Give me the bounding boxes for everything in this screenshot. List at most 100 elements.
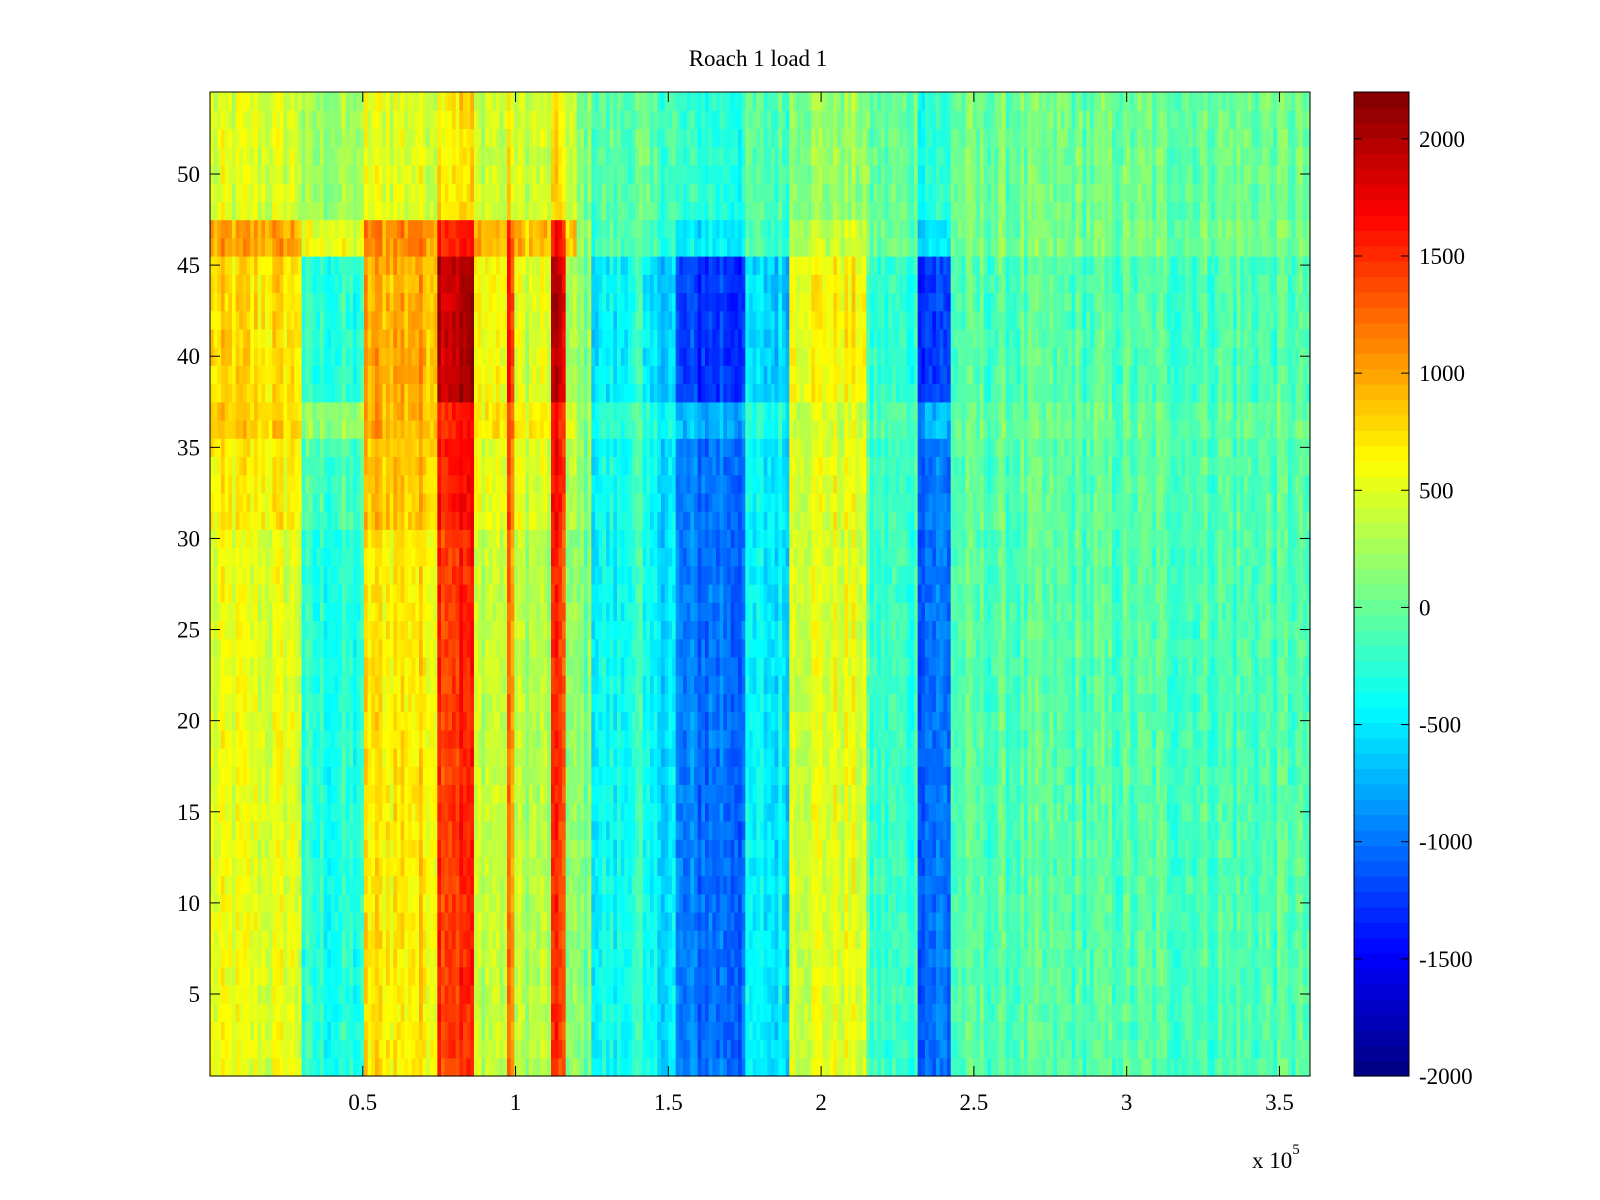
heatmap-cell bbox=[1152, 948, 1157, 968]
heatmap-cell bbox=[1090, 1057, 1095, 1077]
heatmap-cell bbox=[356, 893, 361, 913]
heatmap-cell bbox=[287, 912, 292, 931]
heatmap-cell bbox=[1082, 912, 1087, 931]
heatmap-cell bbox=[1240, 948, 1245, 968]
heatmap-cell bbox=[510, 857, 515, 877]
heatmap-cell bbox=[965, 912, 970, 931]
heatmap-cell bbox=[884, 1021, 889, 1041]
heatmap-cell bbox=[785, 1003, 790, 1022]
heatmap-cell bbox=[716, 893, 721, 913]
heatmap-cell bbox=[789, 839, 794, 858]
heatmap-cell bbox=[562, 912, 567, 931]
heatmap-cell bbox=[921, 1039, 926, 1059]
heatmap-cell bbox=[804, 875, 809, 895]
heatmap-cell bbox=[1115, 857, 1120, 877]
heatmap-cell bbox=[899, 984, 904, 1004]
heatmap-cell bbox=[257, 766, 262, 786]
heatmap-cell bbox=[444, 1003, 449, 1022]
heatmap-cell bbox=[309, 784, 314, 804]
heatmap-cell bbox=[697, 984, 702, 1004]
heatmap-cell bbox=[400, 1057, 405, 1077]
heatmap-cell bbox=[1108, 984, 1113, 1004]
heatmap-cell bbox=[272, 784, 277, 804]
heatmap-cell bbox=[1295, 1021, 1300, 1041]
heatmap-cell bbox=[675, 893, 680, 913]
heatmap-cell bbox=[382, 893, 387, 913]
heatmap-cell bbox=[408, 1039, 413, 1059]
heatmap-cell bbox=[804, 984, 809, 1004]
heatmap-cell bbox=[745, 912, 750, 931]
heatmap-cell bbox=[503, 984, 508, 1004]
heatmap-cell bbox=[980, 893, 985, 913]
heatmap-cell bbox=[393, 1021, 398, 1041]
heatmap-cell bbox=[345, 784, 350, 804]
heatmap-cell bbox=[1262, 930, 1267, 950]
heatmap-cell bbox=[569, 875, 574, 895]
heatmap-cell bbox=[738, 839, 743, 858]
heatmap-cell bbox=[367, 912, 372, 931]
heatmap-cell bbox=[738, 1057, 743, 1077]
heatmap-cell bbox=[697, 839, 702, 858]
heatmap-cell bbox=[690, 875, 695, 895]
heatmap-cell bbox=[276, 1003, 281, 1022]
heatmap-cell bbox=[708, 1057, 713, 1077]
heatmap-cell bbox=[1181, 857, 1186, 877]
heatmap-cell bbox=[290, 893, 295, 913]
heatmap-cell bbox=[639, 893, 644, 913]
heatmap-cell bbox=[397, 930, 402, 950]
heatmap-cell bbox=[1236, 984, 1241, 1004]
heatmap-cell bbox=[235, 875, 240, 895]
heatmap-cell bbox=[243, 784, 248, 804]
heatmap-cell bbox=[716, 1039, 721, 1059]
heatmap-cell bbox=[1247, 893, 1252, 913]
heatmap-cell bbox=[954, 839, 959, 858]
heatmap-cell bbox=[947, 930, 952, 950]
heatmap-cell bbox=[448, 1057, 453, 1077]
heatmap-cell bbox=[771, 766, 776, 786]
heatmap-cell bbox=[1112, 802, 1117, 822]
heatmap-cell bbox=[848, 1057, 853, 1077]
heatmap-cell bbox=[859, 857, 864, 877]
heatmap-cell bbox=[1148, 966, 1153, 986]
heatmap-cell bbox=[708, 912, 713, 931]
heatmap-cell bbox=[1130, 966, 1135, 986]
heatmap-cell bbox=[925, 766, 930, 786]
heatmap-cell bbox=[404, 766, 409, 786]
heatmap-cell bbox=[903, 802, 908, 822]
heatmap-cell bbox=[415, 839, 420, 858]
heatmap-cell bbox=[452, 1003, 457, 1022]
heatmap-cell bbox=[1218, 893, 1223, 913]
heatmap-cell bbox=[408, 766, 413, 786]
heatmap-cell bbox=[213, 930, 218, 950]
heatmap-cell bbox=[980, 857, 985, 877]
heatmap-cell bbox=[532, 984, 537, 1004]
heatmap-cell bbox=[961, 912, 966, 931]
heatmap-cell bbox=[602, 784, 607, 804]
heatmap-cell bbox=[609, 1057, 614, 1077]
heatmap-cell bbox=[1229, 930, 1234, 950]
heatmap-cell bbox=[899, 857, 904, 877]
heatmap-cell bbox=[323, 912, 328, 931]
heatmap-cell bbox=[1057, 912, 1062, 931]
heatmap-cell bbox=[1291, 784, 1296, 804]
heatmap-cell bbox=[422, 930, 427, 950]
heatmap-cell bbox=[639, 820, 644, 840]
heatmap-cell bbox=[785, 930, 790, 950]
heatmap-cell bbox=[983, 912, 988, 931]
heatmap-cell bbox=[1207, 1003, 1212, 1022]
heatmap-cell bbox=[301, 875, 306, 895]
heatmap-cell bbox=[551, 1039, 556, 1059]
heatmap-cell bbox=[661, 1039, 666, 1059]
heatmap-cell bbox=[613, 1057, 618, 1077]
heatmap-cell bbox=[400, 857, 405, 877]
heatmap-cell bbox=[598, 766, 603, 786]
heatmap-cell bbox=[1005, 1057, 1010, 1077]
heatmap-cell bbox=[870, 1003, 875, 1022]
heatmap-cell bbox=[532, 930, 537, 950]
heatmap-cell bbox=[668, 966, 673, 986]
heatmap-cell bbox=[694, 893, 699, 913]
heatmap-cell bbox=[745, 784, 750, 804]
heatmap-cell bbox=[323, 1039, 328, 1059]
heatmap-cell bbox=[298, 984, 303, 1004]
heatmap-cell bbox=[760, 766, 765, 786]
